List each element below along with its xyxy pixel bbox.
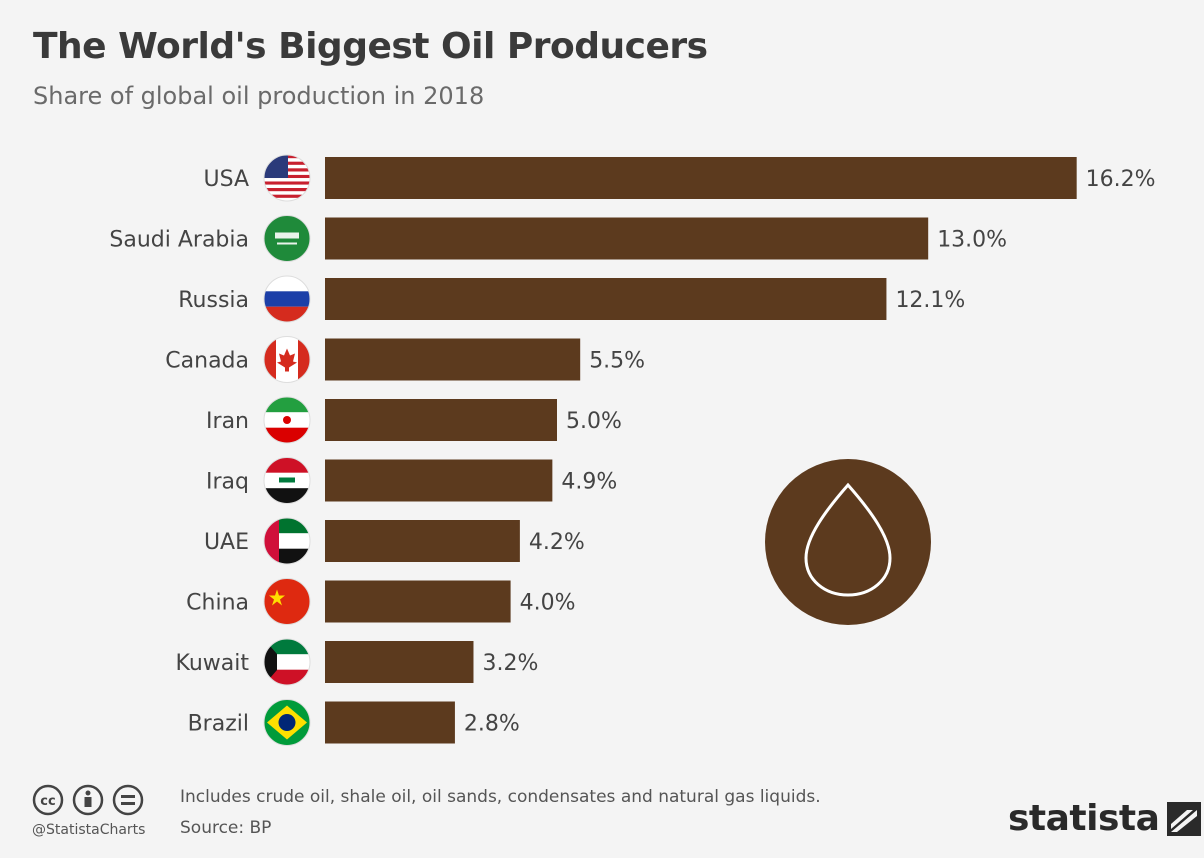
value-label: 12.1% xyxy=(895,288,965,313)
chart-subtitle: Share of global oil production in 2018 xyxy=(33,82,485,110)
category-label: Russia xyxy=(178,288,249,313)
value-label: 4.2% xyxy=(529,530,585,555)
china-flag-icon xyxy=(263,578,311,625)
value-label: 4.9% xyxy=(561,470,617,495)
svg-text:cc: cc xyxy=(40,794,55,809)
value-label: 5.5% xyxy=(589,349,645,374)
iran-flag-icon xyxy=(263,396,311,444)
category-label: Iran xyxy=(206,409,249,434)
bar xyxy=(325,217,929,260)
bar xyxy=(325,278,887,320)
value-label: 5.0% xyxy=(566,409,622,434)
bar xyxy=(325,157,1077,199)
cc-icon: cc xyxy=(32,784,64,816)
iraq-flag-icon xyxy=(263,457,311,504)
category-label: China xyxy=(186,591,249,616)
source-note: Source: BP xyxy=(180,818,272,838)
statista-handle: @StatistaCharts xyxy=(32,822,146,838)
russia-flag-icon xyxy=(263,275,311,323)
bar xyxy=(325,459,553,502)
footnote: Includes crude oil, shale oil, oil sands… xyxy=(180,787,821,807)
canada-flag-icon xyxy=(263,336,311,383)
saudi-arabia-flag-icon xyxy=(263,215,311,262)
value-label: 13.0% xyxy=(937,228,1007,253)
chart-title: The World's Biggest Oil Producers xyxy=(33,26,708,67)
bar xyxy=(325,580,511,623)
brand-name: statista xyxy=(1008,798,1160,839)
category-label: Iraq xyxy=(206,470,249,495)
license-icons: cc xyxy=(32,782,172,822)
value-label: 3.2% xyxy=(482,651,538,676)
category-label: Kuwait xyxy=(176,651,250,676)
category-label: Canada xyxy=(165,349,249,374)
oil-drop-icon xyxy=(765,459,931,625)
category-label: Saudi Arabia xyxy=(109,228,249,253)
bar xyxy=(325,399,557,441)
attribution-icon xyxy=(72,784,104,816)
category-label: Brazil xyxy=(188,712,249,737)
bar xyxy=(325,701,455,744)
bar xyxy=(325,338,581,381)
uae-flag-icon xyxy=(263,517,311,565)
bar xyxy=(325,641,474,683)
category-label: USA xyxy=(203,167,249,192)
value-label: 16.2% xyxy=(1086,167,1156,192)
bar xyxy=(325,520,520,562)
value-label: 4.0% xyxy=(520,591,576,616)
kuwait-flag-icon xyxy=(263,638,311,686)
usa-flag-icon xyxy=(263,154,311,202)
value-label: 2.8% xyxy=(464,712,520,737)
no-derivatives-icon xyxy=(112,784,144,816)
category-label: UAE xyxy=(204,530,249,555)
statista-logo-mark xyxy=(1167,801,1202,836)
statista-logo: statista xyxy=(1008,798,1202,839)
brazil-flag-icon xyxy=(263,699,311,746)
